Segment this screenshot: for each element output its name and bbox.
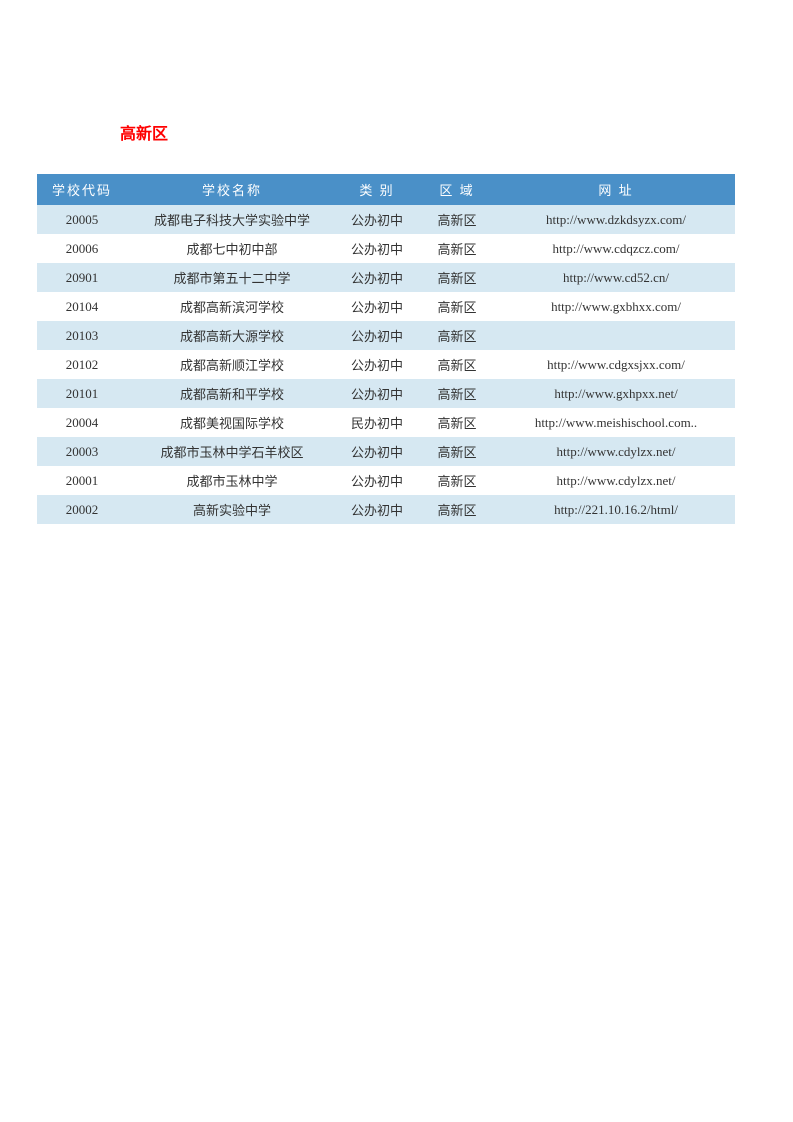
cell-name: 成都高新顺江学校 <box>127 350 337 379</box>
cell-code: 20001 <box>37 466 127 495</box>
table-row: 20102 成都高新顺江学校 公办初中 高新区 http://www.cdgxs… <box>37 350 735 379</box>
cell-region: 高新区 <box>417 263 497 292</box>
cell-type: 公办初中 <box>337 263 417 292</box>
table-row: 20002 高新实验中学 公办初中 高新区 http://221.10.16.2… <box>37 495 735 524</box>
cell-type: 公办初中 <box>337 350 417 379</box>
cell-url: http://www.cdylzx.net/ <box>497 466 735 495</box>
table-row: 20006 成都七中初中部 公办初中 高新区 http://www.cdqzcz… <box>37 234 735 263</box>
cell-type: 公办初中 <box>337 205 417 234</box>
cell-type: 公办初中 <box>337 292 417 321</box>
cell-region: 高新区 <box>417 437 497 466</box>
cell-name: 成都七中初中部 <box>127 234 337 263</box>
cell-region: 高新区 <box>417 234 497 263</box>
table-row: 20003 成都市玉林中学石羊校区 公办初中 高新区 http://www.cd… <box>37 437 735 466</box>
cell-name: 成都高新滨河学校 <box>127 292 337 321</box>
cell-type: 公办初中 <box>337 495 417 524</box>
cell-region: 高新区 <box>417 495 497 524</box>
header-type: 类 别 <box>337 174 417 205</box>
cell-region: 高新区 <box>417 292 497 321</box>
cell-type: 公办初中 <box>337 321 417 350</box>
cell-region: 高新区 <box>417 205 497 234</box>
cell-url: http://www.dzkdsyzx.com/ <box>497 205 735 234</box>
table-row: 20104 成都高新滨河学校 公办初中 高新区 http://www.gxbhx… <box>37 292 735 321</box>
cell-region: 高新区 <box>417 408 497 437</box>
cell-code: 20003 <box>37 437 127 466</box>
cell-code: 20006 <box>37 234 127 263</box>
table-row: 20005 成都电子科技大学实验中学 公办初中 高新区 http://www.d… <box>37 205 735 234</box>
table-row: 20001 成都市玉林中学 公办初中 高新区 http://www.cdylzx… <box>37 466 735 495</box>
cell-region: 高新区 <box>417 379 497 408</box>
cell-name: 成都市第五十二中学 <box>127 263 337 292</box>
cell-url: http://www.cdgxsjxx.com/ <box>497 350 735 379</box>
cell-name: 成都美视国际学校 <box>127 408 337 437</box>
cell-code: 20004 <box>37 408 127 437</box>
cell-code: 20104 <box>37 292 127 321</box>
header-url: 网 址 <box>497 174 735 205</box>
cell-url <box>497 321 735 350</box>
cell-code: 20901 <box>37 263 127 292</box>
cell-code: 20101 <box>37 379 127 408</box>
header-code: 学校代码 <box>37 174 127 205</box>
cell-url: http://www.cd52.cn/ <box>497 263 735 292</box>
cell-region: 高新区 <box>417 466 497 495</box>
cell-url: http://www.gxhpxx.net/ <box>497 379 735 408</box>
cell-code: 20002 <box>37 495 127 524</box>
cell-name: 成都市玉林中学石羊校区 <box>127 437 337 466</box>
cell-type: 公办初中 <box>337 379 417 408</box>
cell-name: 成都高新大源学校 <box>127 321 337 350</box>
table-row: 20101 成都高新和平学校 公办初中 高新区 http://www.gxhpx… <box>37 379 735 408</box>
header-region: 区 域 <box>417 174 497 205</box>
cell-url: http://www.gxbhxx.com/ <box>497 292 735 321</box>
table-row: 20004 成都美视国际学校 民办初中 高新区 http://www.meish… <box>37 408 735 437</box>
page-title: 高新区 <box>120 120 735 144</box>
table-body: 20005 成都电子科技大学实验中学 公办初中 高新区 http://www.d… <box>37 205 735 524</box>
cell-code: 20005 <box>37 205 127 234</box>
cell-code: 20103 <box>37 321 127 350</box>
schools-table: 学校代码 学校名称 类 别 区 域 网 址 20005 成都电子科技大学实验中学… <box>37 174 735 524</box>
cell-type: 公办初中 <box>337 437 417 466</box>
table-header-row: 学校代码 学校名称 类 别 区 域 网 址 <box>37 174 735 205</box>
cell-region: 高新区 <box>417 321 497 350</box>
cell-region: 高新区 <box>417 350 497 379</box>
cell-type: 公办初中 <box>337 234 417 263</box>
cell-name: 成都高新和平学校 <box>127 379 337 408</box>
cell-type: 公办初中 <box>337 466 417 495</box>
cell-type: 民办初中 <box>337 408 417 437</box>
cell-name: 成都电子科技大学实验中学 <box>127 205 337 234</box>
table-row: 20103 成都高新大源学校 公办初中 高新区 <box>37 321 735 350</box>
header-name: 学校名称 <box>127 174 337 205</box>
cell-url: http://www.cdylzx.net/ <box>497 437 735 466</box>
cell-name: 高新实验中学 <box>127 495 337 524</box>
cell-url: http://www.meishischool.com.. <box>497 408 735 437</box>
table-row: 20901 成都市第五十二中学 公办初中 高新区 http://www.cd52… <box>37 263 735 292</box>
cell-name: 成都市玉林中学 <box>127 466 337 495</box>
cell-url: http://www.cdqzcz.com/ <box>497 234 735 263</box>
cell-code: 20102 <box>37 350 127 379</box>
cell-url: http://221.10.16.2/html/ <box>497 495 735 524</box>
